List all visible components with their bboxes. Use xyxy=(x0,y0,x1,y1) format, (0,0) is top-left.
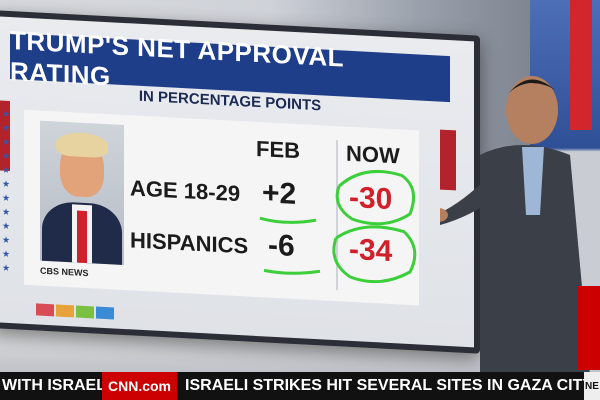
reporter-arm xyxy=(440,175,500,225)
ticker-tag: NE xyxy=(584,372,600,400)
chip-green xyxy=(76,305,94,319)
ticker-left-text: WITH ISRAEL. xyxy=(2,377,102,394)
reporter-figure xyxy=(440,76,590,375)
stars-decoration: ★ ★ ★ ★ ★ ★ ★ ★ ★ ★ ★ ★ xyxy=(2,108,11,274)
chip-red xyxy=(36,303,54,317)
monitor-screen: ★ ★ ★ ★ ★ ★ ★ ★ ★ ★ ★ ★ TRUMP'S NET APPROVAL RATING… xyxy=(0,16,474,348)
reporter-hair xyxy=(506,79,560,97)
color-chips xyxy=(36,303,114,320)
news-ticker: WITH ISRAEL. CNN.com ISRAELI STRIKES HIT… xyxy=(0,372,600,400)
annotation-underline-feb-1 xyxy=(259,216,317,224)
approval-card: CBS NEWS FEB NOW AGE 18-29 +2 -30 HISPAN… xyxy=(24,109,419,306)
reporter-head xyxy=(506,76,558,144)
cnn-logo: CNN.com xyxy=(102,372,178,400)
studio-red-panel xyxy=(570,0,592,130)
reporter-shirt xyxy=(522,147,544,215)
chip-blue xyxy=(96,306,114,320)
reporter-hand xyxy=(440,208,448,222)
chip-orange xyxy=(56,304,74,318)
annotation-underline-feb-2 xyxy=(263,268,321,275)
touchscreen-monitor: ★ ★ ★ ★ ★ ★ ★ ★ ★ ★ ★ ★ TRUMP'S NET APPROVAL RATING… xyxy=(0,10,480,354)
reporter-body xyxy=(480,145,590,375)
ticker-headline: ISRAELI STRIKES HIT SEVERAL SITES IN GAZ… xyxy=(185,377,584,394)
annotation-circle-now-1 xyxy=(335,169,416,226)
cnn-corner-bug xyxy=(578,286,600,370)
annotation-circle-now-2 xyxy=(332,225,417,284)
telestrator-annotations xyxy=(259,169,417,284)
